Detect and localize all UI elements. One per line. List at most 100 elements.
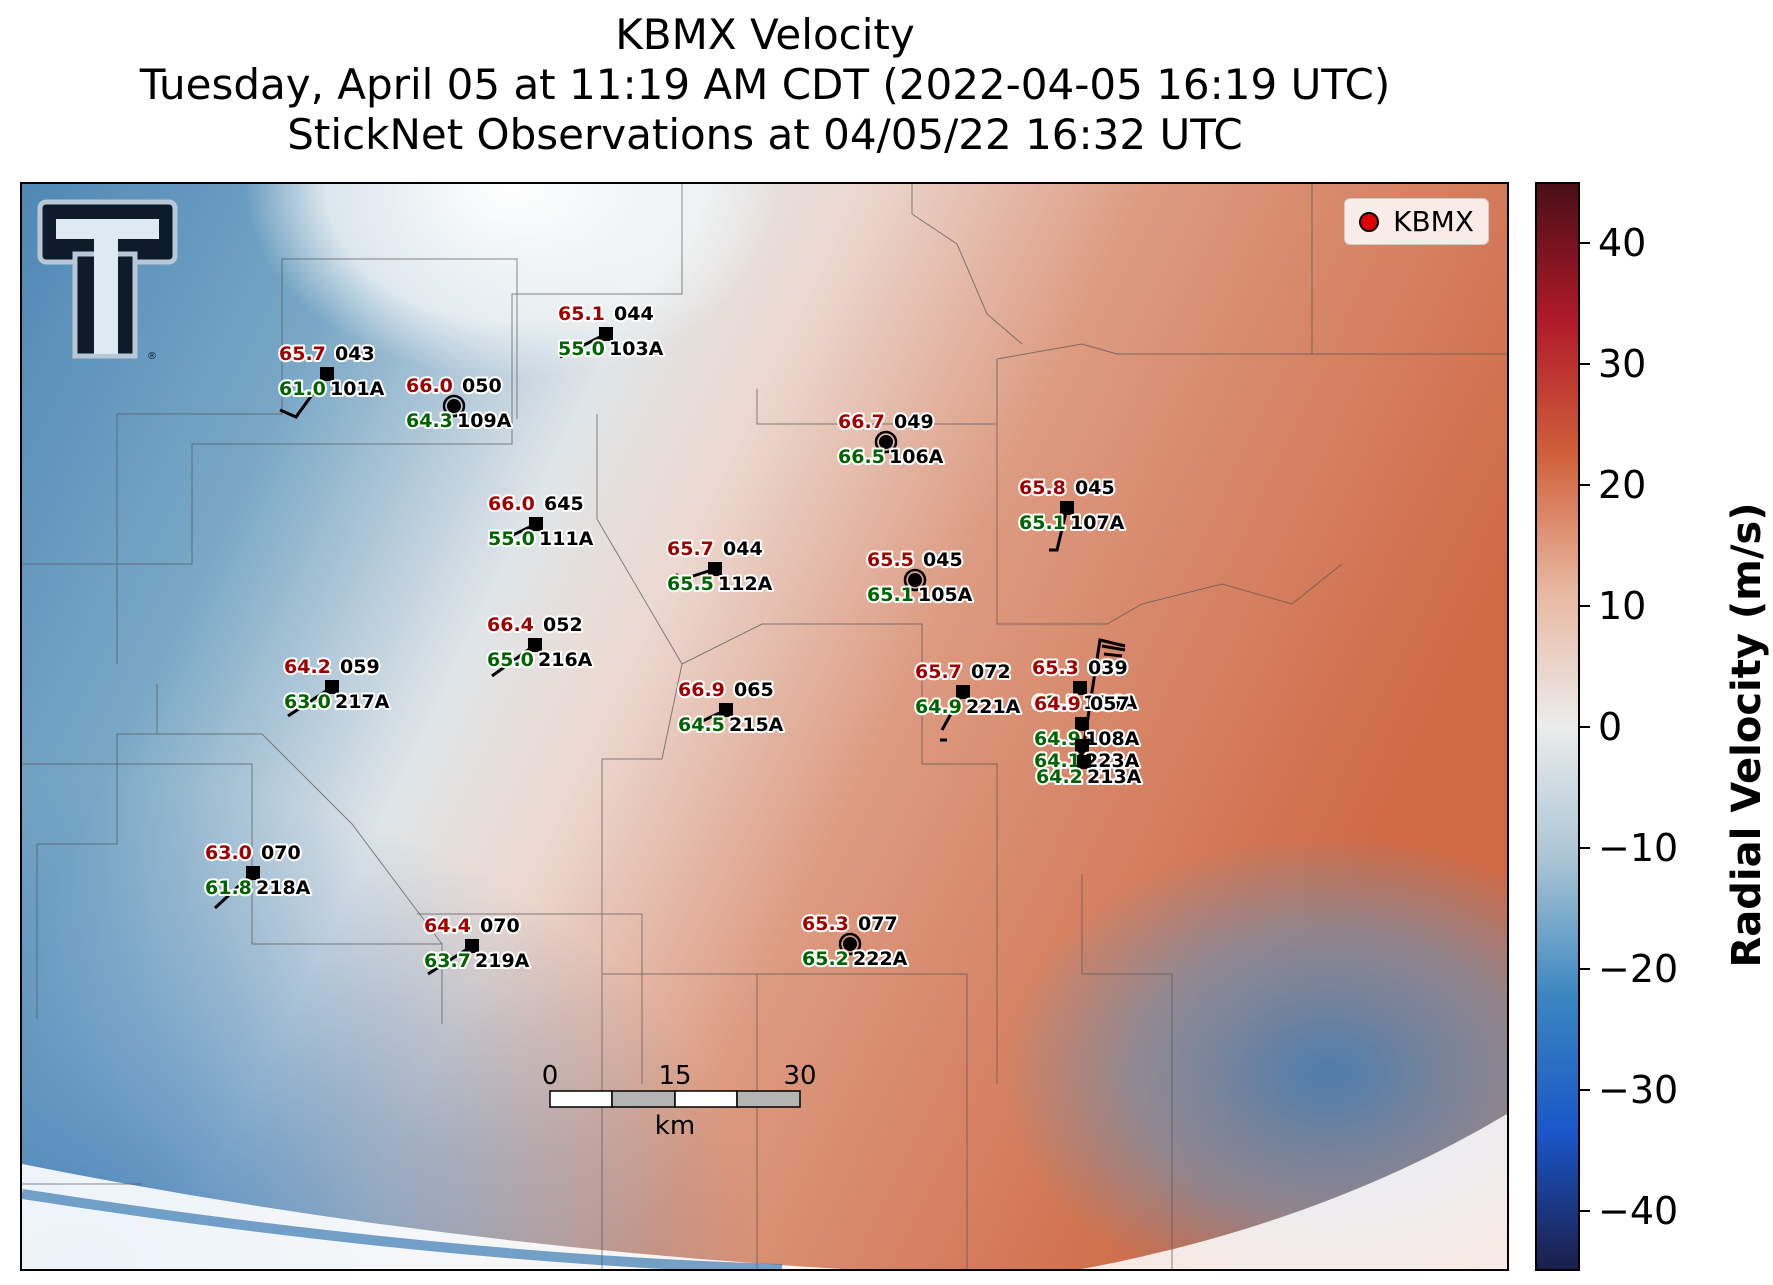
station-dewpoint: 64.1 — [1034, 750, 1081, 772]
station-101A[interactable]: 65.7 043 61.0 101A — [277, 341, 387, 419]
scale-label-30: 30 — [783, 1061, 816, 1091]
scale-label-15: 15 — [658, 1061, 691, 1091]
wind-barb-icon — [427, 944, 473, 976]
radar-map-canvas: ® 65.7 043 61.0 101A 66.0 050 64.3 109A 65.1 044 5… — [22, 184, 1507, 1269]
colorbar-tick-label: −10 — [1598, 825, 1679, 870]
scale-seg-3 — [674, 1090, 738, 1108]
scale-seg-4 — [736, 1090, 801, 1108]
station-wind-direction: 065 — [734, 679, 774, 701]
station-marker — [529, 517, 543, 531]
wind-barb-icon — [666, 567, 716, 586]
station-218A[interactable]: 63.0 070 61.8 218A — [203, 840, 313, 910]
legend-label: KBMX — [1393, 205, 1474, 238]
station-112A[interactable]: 65.7 044 65.5 112A — [665, 536, 775, 597]
station-marker — [1060, 501, 1074, 515]
station-111A[interactable]: 66.0 645 55.0 111A — [486, 491, 596, 552]
station-106A[interactable]: 66.7 049 66.5 106A — [836, 409, 946, 470]
station-dewpoint: 64.9 — [1034, 728, 1081, 750]
wind-barb-icon — [1076, 638, 1126, 783]
wind-barb-icon — [491, 643, 536, 678]
station-id: 106A — [889, 446, 944, 468]
scale-label-0: 0 — [542, 1061, 559, 1091]
station-107A[interactable]: 65.8 045 65.1 107A — [1017, 475, 1127, 552]
calm-wind-icon — [838, 932, 862, 956]
station-223A[interactable]: 64.1 223A — [1032, 738, 1142, 774]
station-temperature: 65.1 — [558, 303, 605, 325]
station-id: 215A — [729, 714, 784, 736]
station-wind-direction: 045 — [923, 549, 963, 571]
station-dewpoint: 65.1 — [1019, 512, 1066, 534]
station-marker — [719, 703, 733, 717]
station-wind-direction: 057 — [1090, 693, 1130, 715]
station-104A[interactable]: 65.3 039 62.5 104A — [1030, 638, 1140, 783]
station-temperature: 65.8 — [1019, 477, 1066, 499]
colorbar-tick-label: −30 — [1598, 1067, 1679, 1112]
station-marker — [908, 573, 922, 587]
station-217A[interactable]: 64.2 059 63.0 217A — [282, 654, 392, 718]
station-215A[interactable]: 66.9 065 64.5 215A — [676, 677, 786, 738]
station-id: 111A — [539, 528, 594, 550]
station-id: 104A — [1083, 692, 1138, 714]
station-id: 105A — [918, 584, 973, 606]
colorbar-tick — [1580, 725, 1590, 728]
colorbar — [1535, 182, 1580, 1271]
map-legend: KBMX — [1344, 198, 1489, 245]
colorbar-tick — [1580, 362, 1590, 365]
station-213A[interactable]: 64.2 213A — [1034, 755, 1144, 790]
station-temperature: 66.0 — [406, 375, 453, 397]
station-marker — [246, 866, 260, 880]
radar-map[interactable]: ® 65.7 043 61.0 101A 66.0 050 64.3 109A 65.1 044 5… — [20, 182, 1509, 1271]
station-id: 112A — [718, 573, 773, 595]
station-id: 108A — [1085, 728, 1140, 750]
station-id: 213A — [1087, 766, 1142, 788]
wind-barb-icon — [1049, 507, 1069, 552]
station-marker — [1073, 681, 1087, 695]
station-dewpoint: 64.2 — [1036, 766, 1083, 788]
station-222A[interactable]: 65.3 077 65.2 222A — [800, 911, 910, 972]
station-temperature: 65.3 — [1032, 657, 1079, 679]
range-ring-fringe — [22, 1189, 783, 1269]
station-wind-direction: 072 — [971, 661, 1011, 683]
colorbar-tick-label: 40 — [1598, 220, 1647, 265]
station-wind-direction: 070 — [261, 842, 301, 864]
station-temperature: 66.4 — [487, 614, 534, 636]
calm-wind-icon — [874, 430, 898, 454]
station-105A[interactable]: 65.5 045 65.1 105A — [865, 547, 975, 608]
station-marker — [956, 685, 970, 699]
station-temperature: 63.0 — [205, 842, 252, 864]
colorbar-tick — [1580, 604, 1590, 607]
station-wind-direction: 045 — [1075, 477, 1115, 499]
station-temperature: 65.3 — [802, 913, 849, 935]
county-boundaries — [22, 184, 1507, 1269]
station-wind-direction: 077 — [858, 913, 898, 935]
station-dewpoint: 55.0 — [488, 528, 535, 550]
radar-range-edge — [22, 1164, 842, 1269]
station-219A[interactable]: 64.4 070 63.7 219A — [422, 913, 532, 976]
station-dewpoint: 65.2 — [802, 948, 849, 970]
station-103A[interactable]: 65.1 044 55.0 103A — [556, 301, 666, 362]
station-temperature: 64.2 — [284, 656, 331, 678]
station-dewpoint: 64.3 — [406, 410, 453, 432]
station-marker — [325, 680, 339, 694]
station-wind-direction: 044 — [723, 538, 763, 560]
station-wind-direction: 070 — [480, 915, 520, 937]
station-109A[interactable]: 66.0 050 64.3 109A — [404, 373, 514, 434]
station-id: 216A — [538, 649, 593, 671]
station-id: 109A — [457, 410, 512, 432]
station-marker — [528, 638, 542, 652]
station-marker — [1075, 739, 1089, 753]
station-wind-direction: 050 — [462, 375, 502, 397]
wind-barb-icon — [287, 685, 333, 718]
station-id: 223A — [1085, 750, 1140, 772]
station-108A[interactable]: 64.9 057 64.9 108A — [1032, 691, 1142, 752]
scale-seg-2 — [611, 1090, 676, 1108]
title-line-2: Tuesday, April 05 at 11:19 AM CDT (2022-… — [139, 60, 1391, 109]
station-221A[interactable]: 65.7 072 64.9 221A — [913, 659, 1023, 742]
station-wind-direction: 044 — [614, 303, 654, 325]
station-216A[interactable]: 66.4 052 65.0 216A — [485, 612, 595, 678]
station-marker — [708, 562, 722, 576]
station-dewpoint: 65.5 — [667, 573, 714, 595]
colorbar-tick-label: 30 — [1598, 341, 1647, 386]
station-marker — [465, 939, 479, 953]
station-temperature: 65.7 — [915, 661, 962, 683]
